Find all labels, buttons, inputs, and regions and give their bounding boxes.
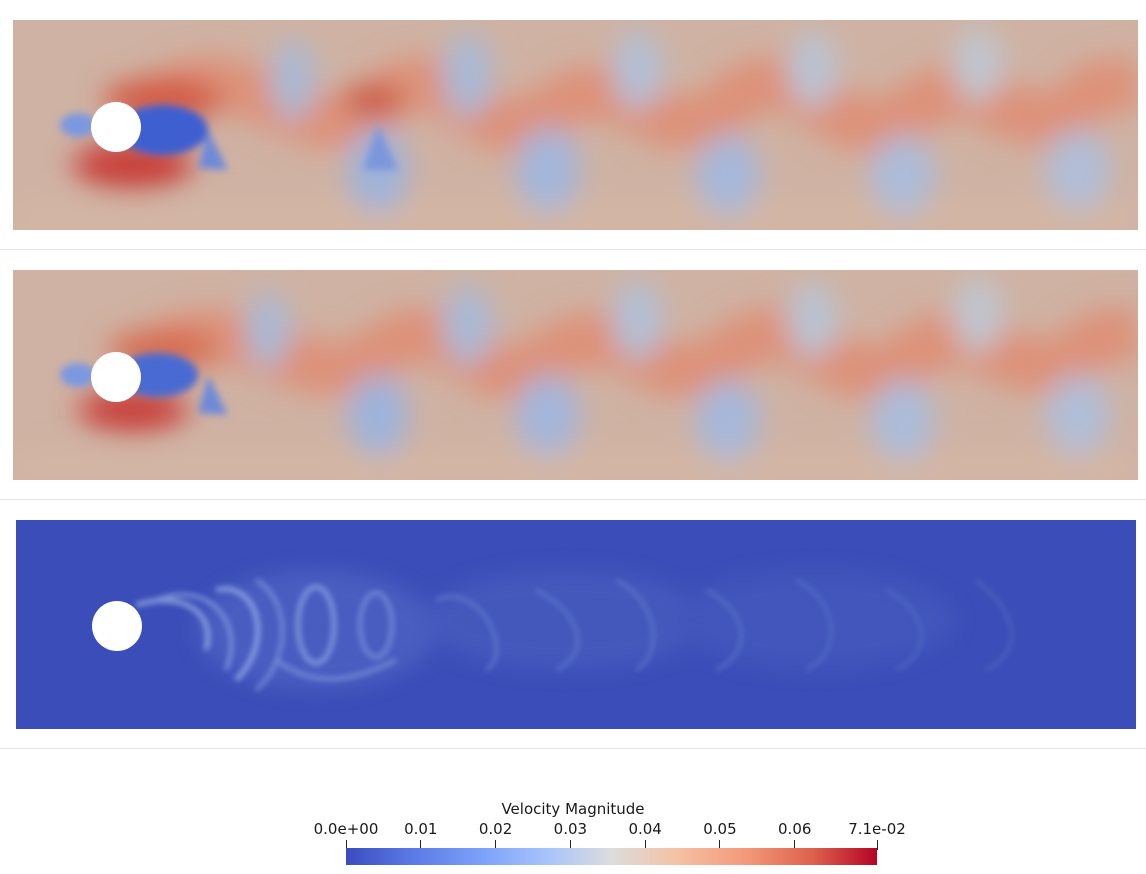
separator <box>0 499 1146 500</box>
color-legend: Velocity Magnitude 0.0e+00 0.01 0.02 0.03 0.… <box>0 790 1146 874</box>
tick-label: 0.02 <box>478 820 513 838</box>
field-panel-1 <box>13 20 1138 230</box>
field-panel-2 <box>13 270 1138 480</box>
tick-label: 0.03 <box>553 820 588 838</box>
tick-mark <box>345 840 347 850</box>
separator <box>0 748 1146 749</box>
tick-label: 0.04 <box>628 820 662 838</box>
tick-label: 0.06 <box>778 820 812 838</box>
tick-mark <box>644 840 646 850</box>
legend-title: Velocity Magnitude <box>501 800 645 818</box>
field-panel-3 <box>16 520 1136 729</box>
tick-mark <box>876 840 878 850</box>
tick-mark <box>495 840 497 850</box>
tick-mark <box>719 840 721 850</box>
tick-label: 0.05 <box>703 820 737 838</box>
tick-label: 7.1e-02 <box>848 820 906 838</box>
tick-mark <box>569 840 571 850</box>
tick-label: 0.0e+00 <box>313 820 379 838</box>
tick-mark <box>794 840 796 850</box>
tick-mark <box>420 840 422 850</box>
colorbar <box>346 848 877 865</box>
tick-label: 0.01 <box>404 820 438 838</box>
separator <box>0 249 1146 250</box>
